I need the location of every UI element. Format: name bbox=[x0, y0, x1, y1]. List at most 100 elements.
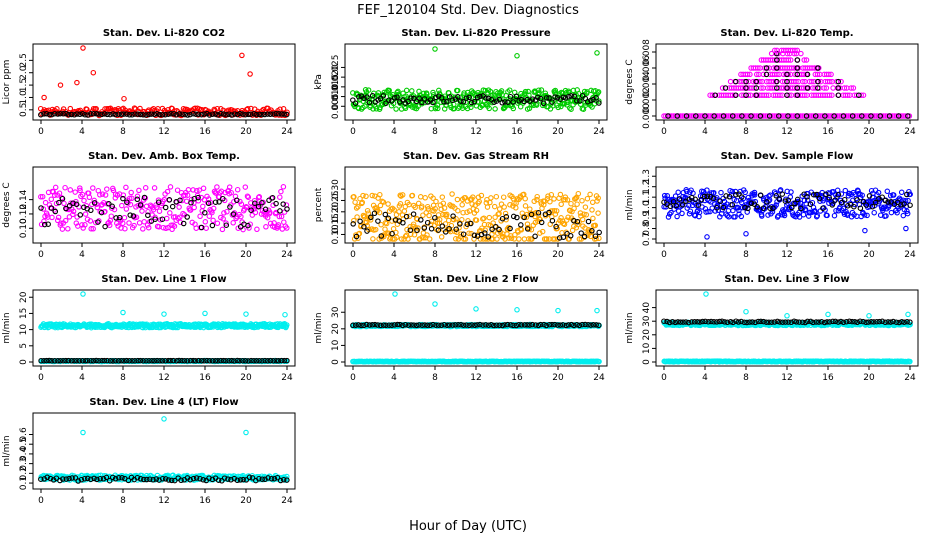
data-point bbox=[529, 96, 536, 102]
data-point bbox=[122, 225, 128, 232]
data-point bbox=[774, 71, 780, 78]
x-tick-label: 24 bbox=[281, 373, 293, 383]
data-point bbox=[698, 196, 705, 203]
data-point bbox=[859, 192, 865, 198]
data-point bbox=[907, 321, 913, 328]
data-point bbox=[88, 226, 94, 232]
data-point bbox=[785, 197, 792, 203]
data-point bbox=[488, 195, 494, 201]
data-point bbox=[522, 203, 529, 209]
data-point bbox=[866, 193, 873, 199]
data-point bbox=[405, 322, 412, 328]
data-point bbox=[90, 226, 96, 232]
data-point bbox=[245, 222, 251, 229]
data-point bbox=[137, 202, 144, 208]
data-point bbox=[269, 195, 276, 201]
data-point bbox=[705, 208, 711, 215]
data-point bbox=[42, 199, 49, 206]
data-point bbox=[151, 185, 158, 191]
x-tick-label: 20 bbox=[240, 250, 252, 260]
data-point bbox=[168, 111, 174, 117]
data-point bbox=[267, 209, 273, 215]
data-point bbox=[576, 236, 583, 242]
data-point bbox=[52, 184, 59, 191]
data-point bbox=[527, 206, 533, 212]
data-point bbox=[129, 358, 135, 364]
data-point bbox=[902, 113, 909, 119]
data-point bbox=[848, 85, 854, 91]
data-point bbox=[446, 94, 453, 100]
data-point bbox=[123, 357, 130, 364]
data-point bbox=[382, 211, 389, 218]
data-point bbox=[167, 184, 174, 190]
y-axis-label: kPa bbox=[314, 74, 324, 90]
data-point bbox=[237, 224, 244, 230]
data-point bbox=[739, 204, 746, 211]
data-point bbox=[782, 198, 789, 204]
data-point bbox=[526, 92, 532, 98]
data-point bbox=[354, 214, 360, 220]
data-point bbox=[440, 200, 447, 207]
data-point bbox=[877, 113, 884, 119]
data-point bbox=[284, 322, 290, 328]
data-point bbox=[442, 229, 449, 235]
data-point bbox=[259, 358, 265, 364]
data-point bbox=[838, 191, 845, 197]
data-point bbox=[842, 187, 849, 194]
data-point bbox=[742, 113, 748, 119]
data-point bbox=[841, 196, 848, 203]
data-point bbox=[554, 322, 561, 328]
data-point bbox=[745, 205, 751, 212]
data-point bbox=[704, 187, 710, 193]
data-point bbox=[885, 199, 891, 205]
x-tick-label: 8 bbox=[120, 373, 126, 383]
data-point bbox=[43, 110, 50, 117]
data-point bbox=[273, 357, 279, 364]
data-point bbox=[541, 202, 547, 208]
data-point bbox=[361, 322, 367, 329]
x-tick-label: 16 bbox=[822, 250, 834, 260]
data-point bbox=[529, 321, 536, 328]
data-point bbox=[595, 210, 601, 216]
data-point bbox=[120, 195, 126, 202]
data-point bbox=[48, 196, 55, 203]
data-point bbox=[369, 92, 376, 99]
data-point bbox=[162, 204, 169, 211]
data-point bbox=[249, 212, 256, 218]
data-point bbox=[513, 93, 520, 100]
data-point bbox=[831, 113, 837, 119]
data-point bbox=[788, 204, 795, 211]
data-point bbox=[278, 111, 285, 117]
data-point bbox=[552, 87, 559, 94]
data-point bbox=[419, 99, 425, 106]
data-point bbox=[774, 57, 780, 63]
data-point bbox=[271, 224, 278, 230]
data-point bbox=[594, 307, 600, 314]
x-tick-label: 0 bbox=[350, 250, 356, 260]
data-point bbox=[455, 94, 461, 100]
data-point bbox=[433, 198, 439, 205]
data-point bbox=[38, 194, 44, 200]
data-point bbox=[510, 99, 516, 105]
data-point bbox=[676, 196, 683, 202]
data-point bbox=[539, 228, 546, 235]
data-point bbox=[542, 90, 549, 96]
data-point bbox=[513, 322, 520, 329]
data-point bbox=[164, 215, 170, 222]
data-point bbox=[267, 111, 274, 117]
data-point bbox=[510, 213, 517, 220]
y-tick-label: 20 bbox=[642, 329, 652, 341]
data-point bbox=[223, 220, 229, 226]
data-point bbox=[568, 93, 574, 99]
y-tick-label: 0.10 bbox=[19, 218, 29, 238]
data-point bbox=[256, 357, 262, 364]
data-point bbox=[90, 358, 97, 364]
data-point bbox=[507, 93, 514, 100]
data-point bbox=[231, 358, 237, 364]
data-point bbox=[231, 111, 238, 117]
data-point bbox=[578, 230, 584, 236]
data-point bbox=[357, 218, 363, 225]
data-point bbox=[709, 113, 715, 119]
data-point bbox=[595, 89, 602, 95]
